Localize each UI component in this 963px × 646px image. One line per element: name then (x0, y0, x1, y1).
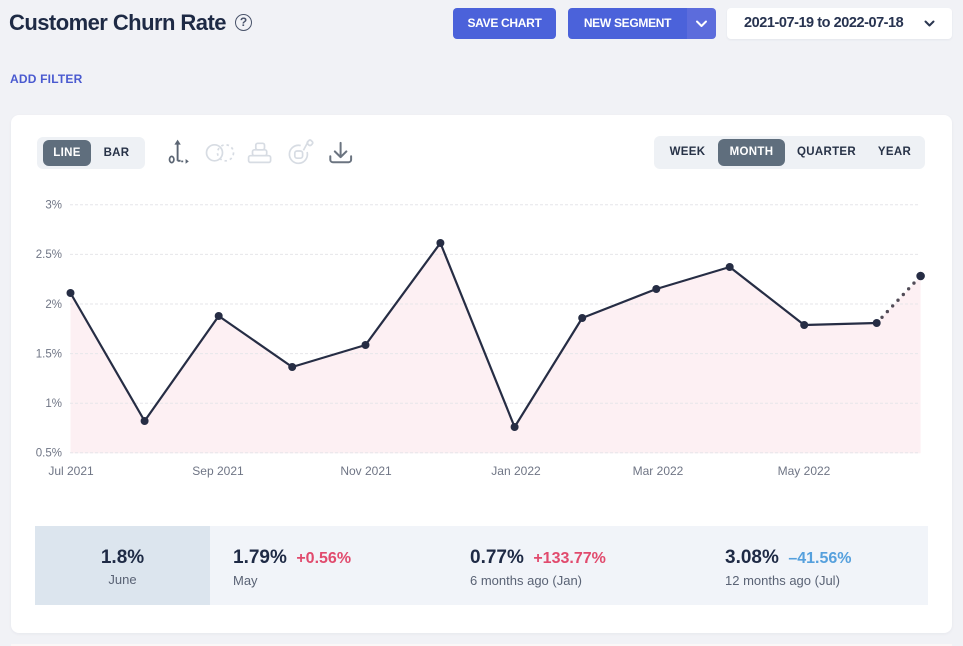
svg-text:3%: 3% (45, 200, 62, 212)
svg-text:Nov 2021: Nov 2021 (340, 464, 392, 478)
svg-text:Jan 2022: Jan 2022 (491, 464, 541, 478)
svg-text:1.5%: 1.5% (36, 348, 62, 360)
svg-text:May 2022: May 2022 (778, 464, 831, 478)
svg-text:2.5%: 2.5% (36, 249, 62, 261)
svg-text:Mar 2022: Mar 2022 (633, 464, 684, 478)
svg-text:Jul 2021: Jul 2021 (48, 464, 94, 478)
svg-text:Sep 2021: Sep 2021 (192, 464, 244, 478)
svg-text:0.5%: 0.5% (36, 448, 62, 460)
svg-text:2%: 2% (45, 299, 62, 311)
svg-text:1%: 1% (45, 398, 62, 410)
